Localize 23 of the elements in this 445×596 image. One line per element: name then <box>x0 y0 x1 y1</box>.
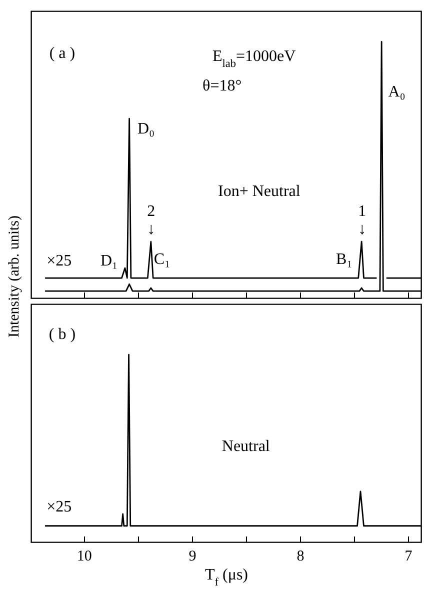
x-tick-label: 10 <box>76 548 92 564</box>
x-tick-label: 9 <box>188 548 196 564</box>
annotation: Ion+ Neutral <box>218 182 301 200</box>
annotation: C₁ <box>154 250 170 268</box>
x-tick-label: 8 <box>296 548 304 564</box>
text: ( b ) <box>48 326 76 343</box>
annotation: 2 <box>147 203 156 220</box>
annotation: ↓ <box>147 221 156 238</box>
annotation: B₁ <box>336 250 352 268</box>
annotation: A₀ <box>388 83 406 100</box>
x-axis-title: T$_{f}$ (μs) <box>205 566 248 588</box>
x-tick-label: 7 <box>404 548 413 564</box>
annotation: ×25 <box>46 252 72 270</box>
annotation: Neutral <box>222 438 270 456</box>
annotation: E$_{lab}$=1000eV <box>212 48 296 70</box>
annotation: ( a ) <box>49 44 76 62</box>
annotation: ↓ <box>358 221 366 238</box>
annotation: 1 <box>358 203 366 220</box>
annotation: ×25 <box>46 498 72 516</box>
annotation: θ=18° <box>202 78 242 95</box>
y-axis-title: Intensity (arb. units) <box>6 215 22 338</box>
annotation: D₁ <box>100 252 118 270</box>
annotation: D₀ <box>137 120 155 138</box>
